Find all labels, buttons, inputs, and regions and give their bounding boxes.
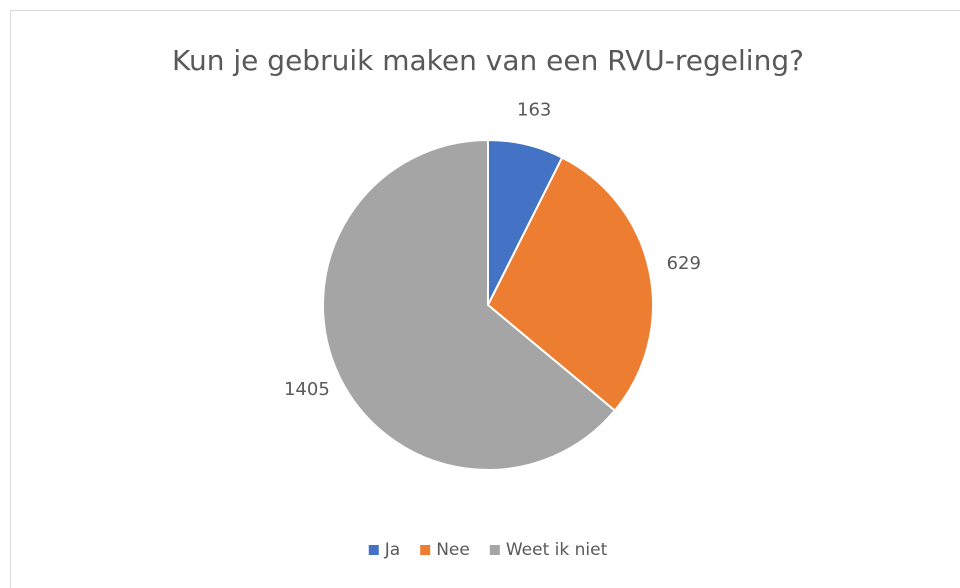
pie-slice [322, 138, 617, 471]
chart-title: Kun je gebruik maken van een RVU-regelin… [172, 44, 804, 77]
legend-label: Weet ik niet [506, 540, 608, 560]
legend-swatch [368, 545, 379, 555]
legend: Ja Nee Weet ik niet [368, 540, 608, 560]
pie-slice [486, 156, 654, 412]
legend-label: Nee [436, 540, 470, 560]
data-label: 1405 [284, 379, 330, 400]
data-label: 163 [517, 99, 551, 120]
data-label: 629 [667, 253, 701, 274]
legend-label: Ja [384, 540, 400, 560]
legend-swatch [489, 545, 500, 555]
legend-swatch [420, 545, 431, 555]
